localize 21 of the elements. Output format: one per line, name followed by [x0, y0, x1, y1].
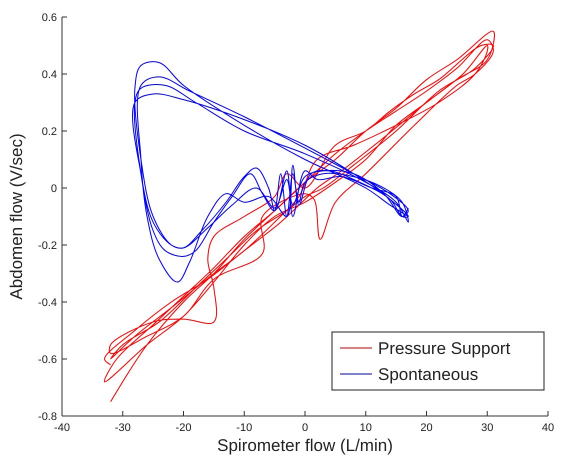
x-tick-label: 0 [302, 422, 308, 434]
x-tick-label: 30 [481, 422, 494, 434]
y-tick-label: 0.4 [42, 69, 57, 81]
x-axis-title: Spirometer flow (L/min) [217, 436, 393, 455]
legend-label: Spontaneous [378, 365, 478, 384]
x-tick-label: 10 [360, 422, 372, 434]
y-tick-label: -0.6 [38, 354, 57, 366]
legend-label: Pressure Support [378, 339, 511, 358]
x-tick-label: 40 [542, 422, 554, 434]
x-tick-label: 20 [420, 422, 433, 434]
x-tick-label: -10 [236, 422, 252, 434]
y-tick-label: -0.2 [38, 240, 57, 252]
y-tick-label: 0.6 [42, 12, 57, 24]
y-axis-title: Abdomen flow (V/sec) [7, 133, 26, 300]
x-tick-label: -20 [176, 422, 192, 434]
x-tick-label: -30 [114, 422, 131, 434]
y-tick-label: 0 [50, 183, 57, 195]
x-tick-label: -40 [54, 422, 70, 434]
y-tick-label: 0.2 [42, 126, 57, 138]
y-tick-label: -0.4 [38, 297, 57, 309]
y-tick-label: -0.8 [38, 411, 57, 423]
